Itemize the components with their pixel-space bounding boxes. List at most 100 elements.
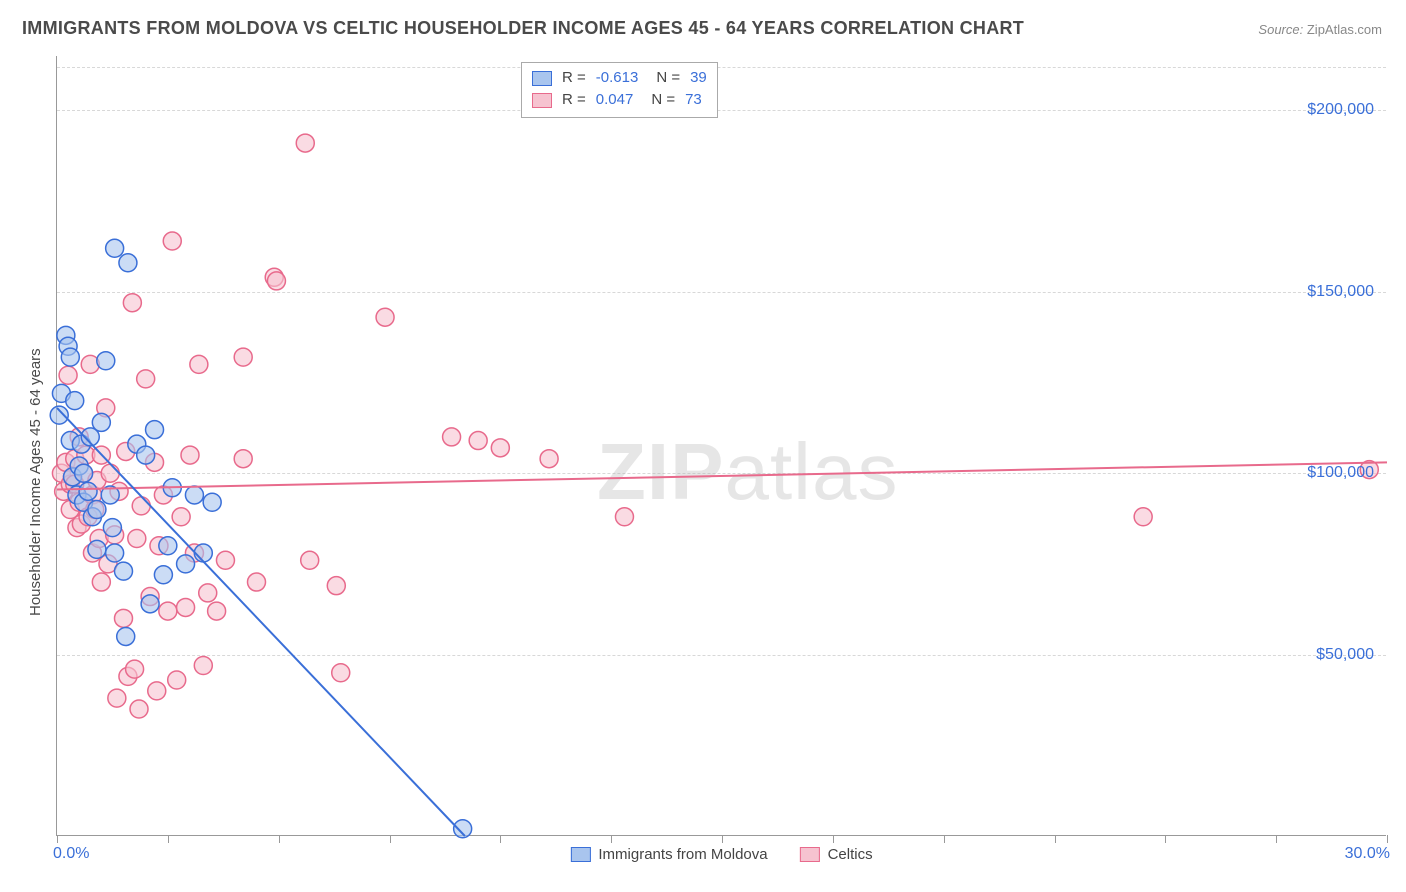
scatter-point-celtics: [148, 682, 166, 700]
source-label: Source:: [1258, 22, 1303, 37]
legend-n-label: N =: [656, 67, 680, 89]
scatter-point-moldova: [79, 482, 97, 500]
scatter-point-celtics: [469, 432, 487, 450]
scatter-point-celtics: [59, 366, 77, 384]
scatter-point-celtics: [190, 355, 208, 373]
x-axis-min-label: 0.0%: [53, 845, 89, 863]
scatter-point-celtics: [1134, 508, 1152, 526]
legend-n-value-moldova: 39: [690, 67, 707, 89]
y-tick-label: $50,000: [1316, 646, 1374, 664]
scatter-point-moldova: [146, 421, 164, 439]
legend-swatch-celtics: [532, 93, 552, 108]
scatter-point-celtics: [159, 602, 177, 620]
scatter-point-celtics: [137, 370, 155, 388]
scatter-point-moldova: [177, 555, 195, 573]
footer-label-moldova: Immigrants from Moldova: [598, 846, 767, 863]
scatter-point-celtics: [208, 602, 226, 620]
correlation-legend-box: R = -0.613 N = 39 R = 0.047 N = 73: [521, 62, 718, 118]
scatter-point-moldova: [61, 348, 79, 366]
footer-legend-item-moldova: Immigrants from Moldova: [570, 846, 767, 863]
scatter-point-moldova: [115, 562, 133, 580]
legend-r-label: R =: [562, 67, 586, 89]
y-axis-label: Householder Income Ages 45 - 64 years: [27, 348, 44, 616]
chart-title: IMMIGRANTS FROM MOLDOVA VS CELTIC HOUSEH…: [22, 18, 1024, 39]
footer-swatch-moldova: [570, 847, 590, 862]
x-tick: [722, 835, 723, 843]
scatter-plot-svg: [57, 56, 1386, 835]
scatter-point-celtics: [130, 700, 148, 718]
scatter-point-moldova: [185, 486, 203, 504]
x-tick: [1387, 835, 1388, 843]
scatter-point-celtics: [216, 551, 234, 569]
scatter-point-celtics: [267, 272, 285, 290]
scatter-point-celtics: [108, 689, 126, 707]
scatter-point-celtics: [296, 134, 314, 152]
scatter-point-moldova: [154, 566, 172, 584]
scatter-point-moldova: [194, 544, 212, 562]
footer-legend-item-celtics: Celtics: [800, 846, 873, 863]
x-tick: [168, 835, 169, 843]
legend-swatch-moldova: [532, 71, 552, 86]
scatter-point-celtics: [615, 508, 633, 526]
scatter-point-celtics: [115, 609, 133, 627]
scatter-point-celtics: [168, 671, 186, 689]
x-tick: [279, 835, 280, 843]
legend-r-value-moldova: -0.613: [596, 67, 639, 89]
x-tick: [390, 835, 391, 843]
scatter-point-moldova: [106, 544, 124, 562]
x-axis-max-label: 30.0%: [1345, 845, 1390, 863]
scatter-point-moldova: [88, 500, 106, 518]
scatter-point-celtics: [132, 497, 150, 515]
scatter-point-celtics: [172, 508, 190, 526]
y-tick-label: $200,000: [1307, 101, 1374, 119]
scatter-point-celtics: [376, 308, 394, 326]
scatter-point-moldova: [203, 493, 221, 511]
x-tick: [57, 835, 58, 843]
scatter-point-celtics: [443, 428, 461, 446]
scatter-point-moldova: [106, 239, 124, 257]
x-tick: [1276, 835, 1277, 843]
legend-r-value-celtics: 0.047: [596, 89, 634, 111]
scatter-point-moldova: [75, 464, 93, 482]
scatter-point-celtics: [126, 660, 144, 678]
scatter-point-celtics: [234, 348, 252, 366]
legend-n-label: N =: [651, 89, 675, 111]
source-value: ZipAtlas.com: [1307, 22, 1382, 37]
footer-swatch-celtics: [800, 847, 820, 862]
scatter-point-moldova: [92, 413, 110, 431]
scatter-point-moldova: [88, 540, 106, 558]
scatter-point-moldova: [159, 537, 177, 555]
scatter-point-celtics: [327, 577, 345, 595]
legend-row-celtics: R = 0.047 N = 73: [532, 89, 707, 111]
scatter-point-celtics: [163, 232, 181, 250]
trend-line-celtics: [57, 462, 1387, 489]
y-tick-label: $100,000: [1307, 464, 1374, 482]
scatter-point-moldova: [117, 627, 135, 645]
scatter-point-celtics: [248, 573, 266, 591]
scatter-point-celtics: [234, 450, 252, 468]
scatter-point-celtics: [181, 446, 199, 464]
x-tick: [833, 835, 834, 843]
scatter-point-celtics: [128, 530, 146, 548]
scatter-point-celtics: [332, 664, 350, 682]
scatter-point-moldova: [141, 595, 159, 613]
x-tick: [611, 835, 612, 843]
scatter-point-celtics: [101, 464, 119, 482]
scatter-point-celtics: [540, 450, 558, 468]
source-attribution: Source: ZipAtlas.com: [1258, 22, 1382, 37]
scatter-point-moldova: [97, 352, 115, 370]
scatter-point-moldova: [66, 392, 84, 410]
x-tick: [1055, 835, 1056, 843]
legend-row-moldova: R = -0.613 N = 39: [532, 67, 707, 89]
x-tick: [1165, 835, 1166, 843]
x-tick: [500, 835, 501, 843]
footer-legend: Immigrants from Moldova Celtics: [570, 846, 872, 863]
scatter-point-celtics: [491, 439, 509, 457]
scatter-point-moldova: [137, 446, 155, 464]
scatter-point-moldova: [119, 254, 137, 272]
scatter-point-celtics: [177, 598, 195, 616]
x-tick: [944, 835, 945, 843]
legend-r-label: R =: [562, 89, 586, 111]
scatter-point-celtics: [123, 294, 141, 312]
y-tick-label: $150,000: [1307, 283, 1374, 301]
